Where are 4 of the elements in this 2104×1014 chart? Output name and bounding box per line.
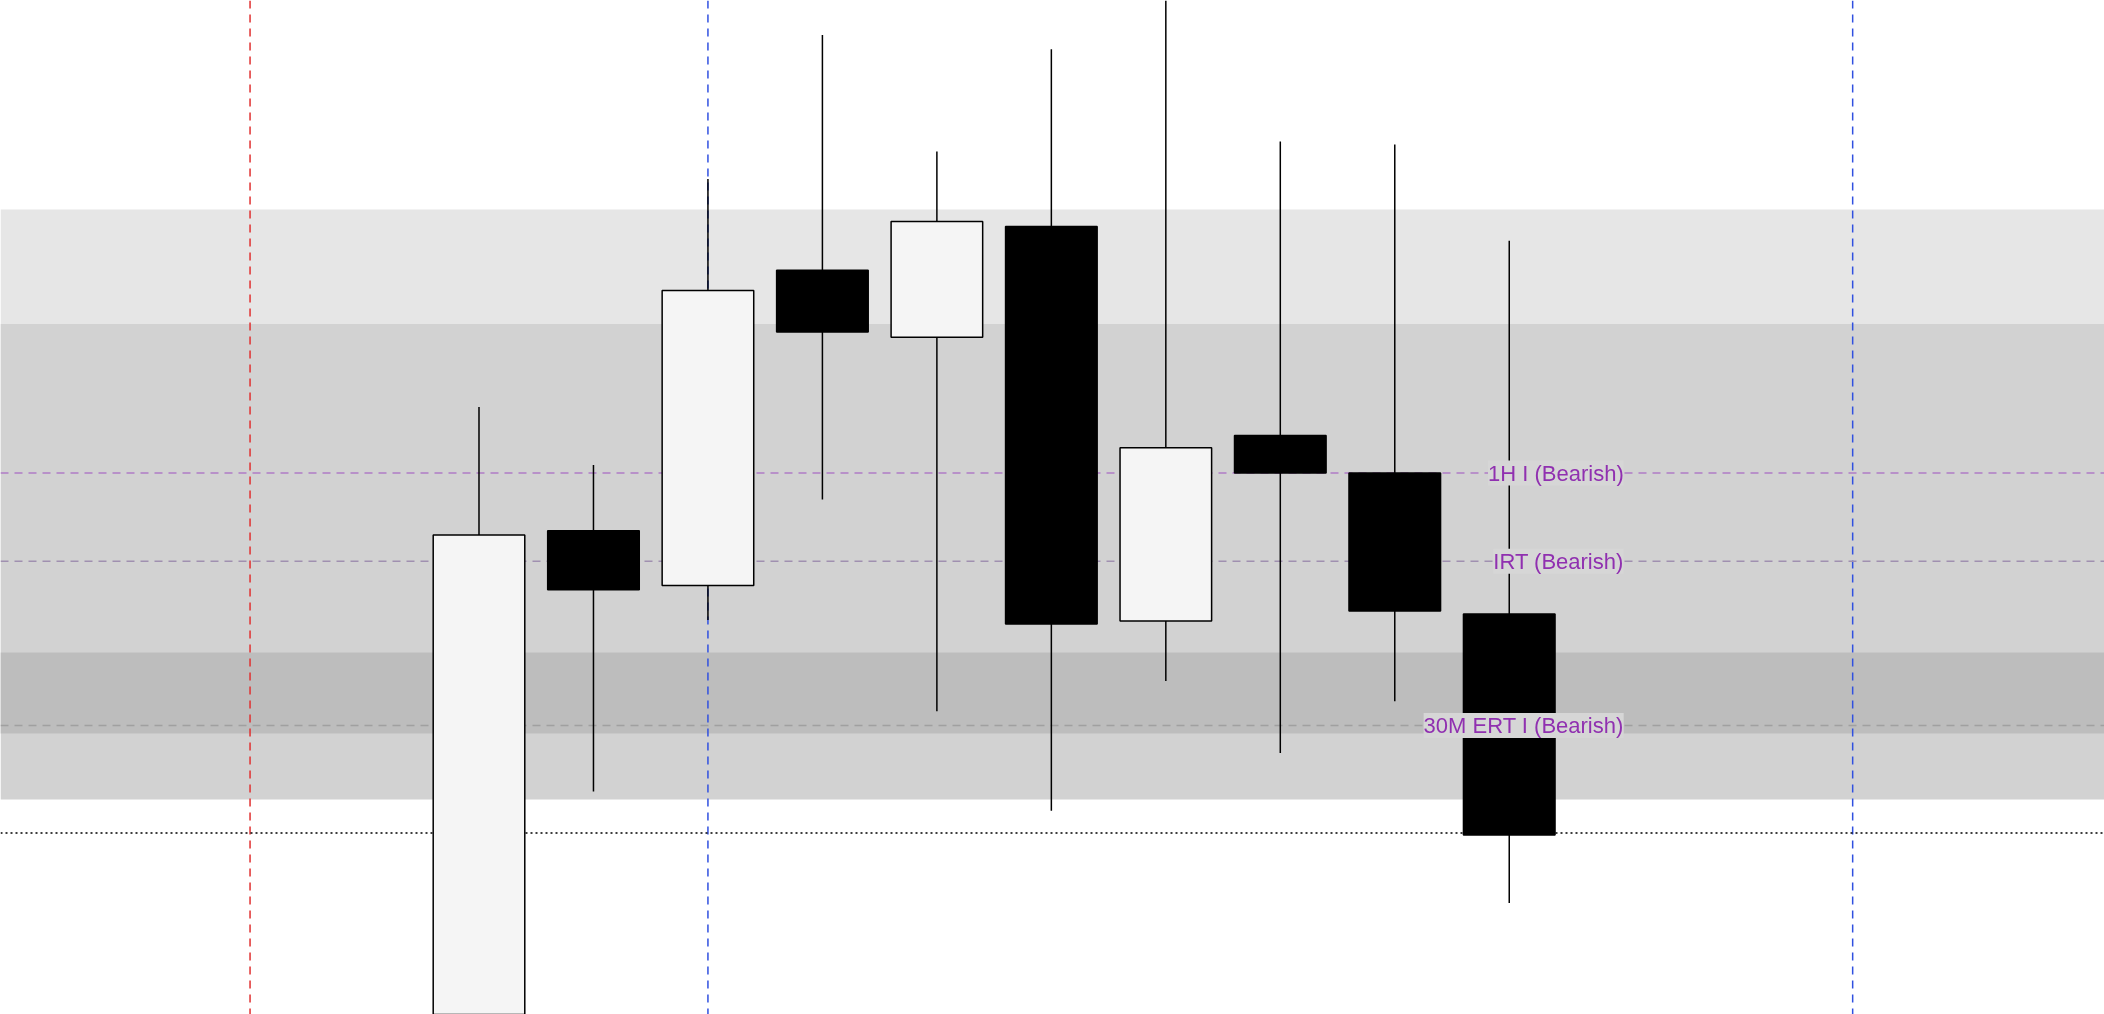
ref-line-label: IRT (Bearish) xyxy=(1493,548,1624,574)
ref-line-label: 30M ERT I (Bearish) xyxy=(1423,713,1624,739)
ref-line-label: 1H I (Bearish) xyxy=(1488,460,1624,486)
candlestick xyxy=(1233,140,1327,754)
